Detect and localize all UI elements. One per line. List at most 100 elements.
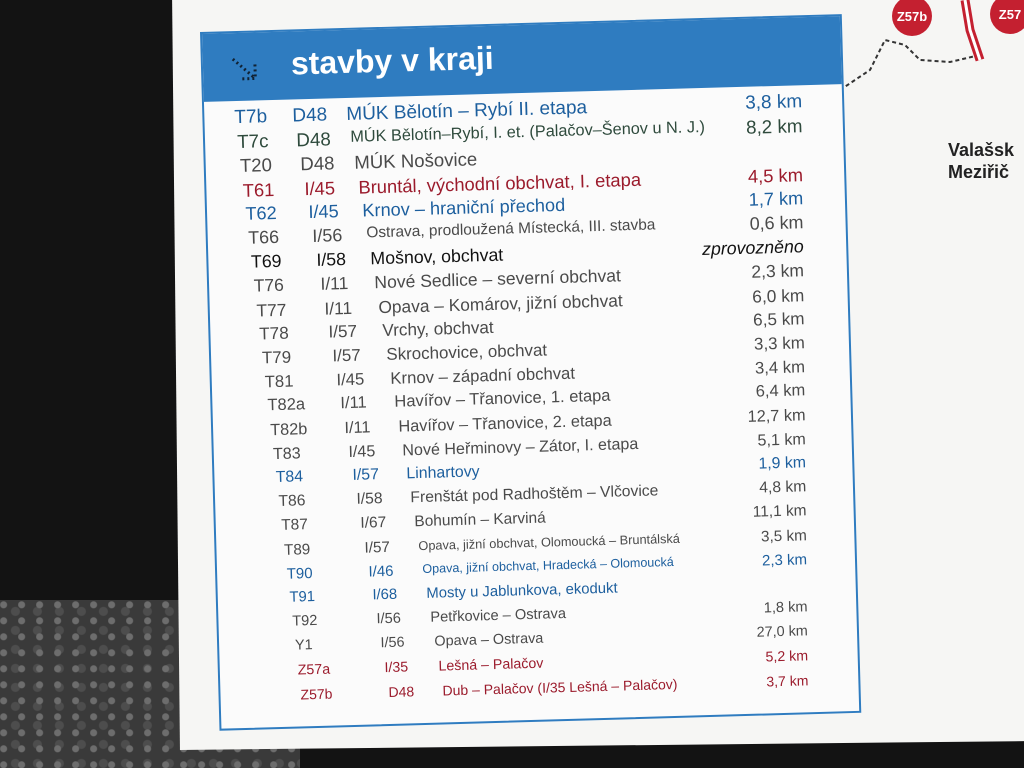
row-road: I/57 xyxy=(332,345,361,366)
row-length: 3,7 km xyxy=(766,672,809,690)
row-code: T7c xyxy=(236,130,269,153)
row-length: 6,5 km xyxy=(752,309,805,330)
row-code: T92 xyxy=(292,613,318,630)
row-length: 4,5 km xyxy=(747,163,804,187)
row-code: T90 xyxy=(286,564,313,583)
row-name: Mošnov, obchvat xyxy=(370,244,504,269)
row-road: I/45 xyxy=(336,369,365,390)
row-code: T62 xyxy=(245,202,277,224)
row-length: 1,8 km xyxy=(763,599,808,617)
row-road: D48 xyxy=(292,104,328,127)
row-code: T83 xyxy=(272,444,301,463)
row-name: Nové Sedlice – severní obchvat xyxy=(374,265,622,293)
map-marker: Z57 xyxy=(990,0,1024,34)
row-name: MÚK Nošovice xyxy=(354,148,478,174)
row-length: 3,5 km xyxy=(760,526,808,546)
row-code: T82b xyxy=(269,419,308,439)
row-road: I/11 xyxy=(324,297,353,319)
row-length: 4,8 km xyxy=(759,478,807,497)
row-code: T91 xyxy=(289,589,316,606)
row-code: T20 xyxy=(239,154,273,177)
row-length: 5,2 km xyxy=(765,647,809,666)
row-road: I/11 xyxy=(340,393,367,413)
row-code: T61 xyxy=(242,178,275,201)
row-road: I/11 xyxy=(344,417,371,437)
row-road: I/56 xyxy=(312,225,343,246)
row-length: 3,3 km xyxy=(753,333,806,354)
row-road: I/46 xyxy=(368,562,394,581)
row-length: 0,6 km xyxy=(749,212,804,234)
row-length: 3,4 km xyxy=(754,357,806,378)
row-code: T86 xyxy=(278,492,306,511)
row-length: 5,1 km xyxy=(757,430,807,450)
row-name: Skrochovice, obchvat xyxy=(386,340,548,364)
row-name: Linhartovy xyxy=(406,463,480,483)
row-code: T66 xyxy=(247,226,280,248)
row-name: Bohumín – Karviná xyxy=(414,509,546,531)
row-road: I/57 xyxy=(364,538,391,557)
row-code: Z57a xyxy=(297,661,331,679)
row-code: T78 xyxy=(258,323,289,344)
row-road: I/58 xyxy=(316,249,347,271)
row-code: T81 xyxy=(264,371,294,392)
table-panel: stavby v kraji T7b D48 MÚK Bělotín – Rybí … xyxy=(200,14,862,731)
row-name: Vrchy, obchvat xyxy=(382,317,494,340)
row-road: I/45 xyxy=(304,176,336,199)
row-name: Havířov – Třanovice, 2. etapa xyxy=(398,411,612,436)
row-name: Dub – Palačov (I/35 Lešná – Palačov) xyxy=(442,675,678,699)
row-name: Nové Heřminovy – Zátor, I. etapa xyxy=(402,434,639,460)
row-code: T7b xyxy=(234,106,268,129)
row-code: T79 xyxy=(261,347,292,368)
city-label: Valašsk xyxy=(948,140,1015,160)
row-length: 11,1 km xyxy=(752,502,807,522)
row-road: I/67 xyxy=(360,514,387,533)
row-code: T77 xyxy=(256,299,287,321)
row-code: T87 xyxy=(280,516,309,535)
row-name: Havířov – Třanovice, 1. etapa xyxy=(394,387,611,412)
row-name: Opava – Komárov, jižní obchvat xyxy=(378,289,623,317)
map-marker: Z57b xyxy=(892,0,932,36)
row-length: 6,4 km xyxy=(755,381,806,402)
city-label: Meziřič xyxy=(948,162,1010,182)
row-code: T69 xyxy=(250,251,282,272)
row-name: Krnov – hraniční přechod xyxy=(362,194,566,221)
row-road: D48 xyxy=(388,683,415,700)
arrow-icon xyxy=(231,57,257,81)
row-road: D48 xyxy=(300,152,335,175)
row-length: 12,7 km xyxy=(747,405,806,426)
map-lines xyxy=(839,0,985,91)
row-road: I/57 xyxy=(352,466,380,484)
row-length: 2,3 km xyxy=(761,551,808,570)
row-road: I/35 xyxy=(384,659,409,676)
row-name: Opava – Ostrava xyxy=(434,631,544,651)
row-code: Z57b xyxy=(300,685,333,703)
row-name: Mosty u Jablunkova, ekodukt xyxy=(426,580,618,602)
row-road: I/11 xyxy=(320,273,349,295)
row-length: 1,7 km xyxy=(748,188,804,210)
row-name: Petřkovice – Ostrava xyxy=(430,606,567,626)
row-code: T89 xyxy=(283,540,311,559)
row-road: I/56 xyxy=(376,610,402,628)
row-road: I/58 xyxy=(356,490,383,508)
row-code: T82a xyxy=(267,395,306,415)
row-name: Opava, jižní obchvat, Olomoucká – Bruntá… xyxy=(418,530,681,553)
row-road: I/56 xyxy=(380,634,405,652)
row-road: I/45 xyxy=(308,200,339,222)
row-name: Ostrava, prodloužená Místecká, III. stav… xyxy=(366,216,656,242)
title: stavby v kraji xyxy=(290,39,495,82)
row-length: 27,0 km xyxy=(756,623,809,642)
row-name: Frenštát pod Radhoštěm – Vlčovice xyxy=(410,482,659,507)
header-bar: stavby v kraji xyxy=(202,16,842,102)
row-name: Opava, jižní obchvat, Hradecká – Olomouc… xyxy=(422,554,674,576)
row-length: 8,2 km xyxy=(745,115,803,138)
row-road: I/45 xyxy=(348,442,376,461)
row-name: Krnov – západní obchvat xyxy=(390,363,576,389)
row-code: T76 xyxy=(253,275,285,296)
row-code: T84 xyxy=(275,468,304,487)
row-length: 3,8 km xyxy=(744,91,803,114)
row-road: D48 xyxy=(296,128,332,151)
row-road: I/57 xyxy=(328,321,358,342)
